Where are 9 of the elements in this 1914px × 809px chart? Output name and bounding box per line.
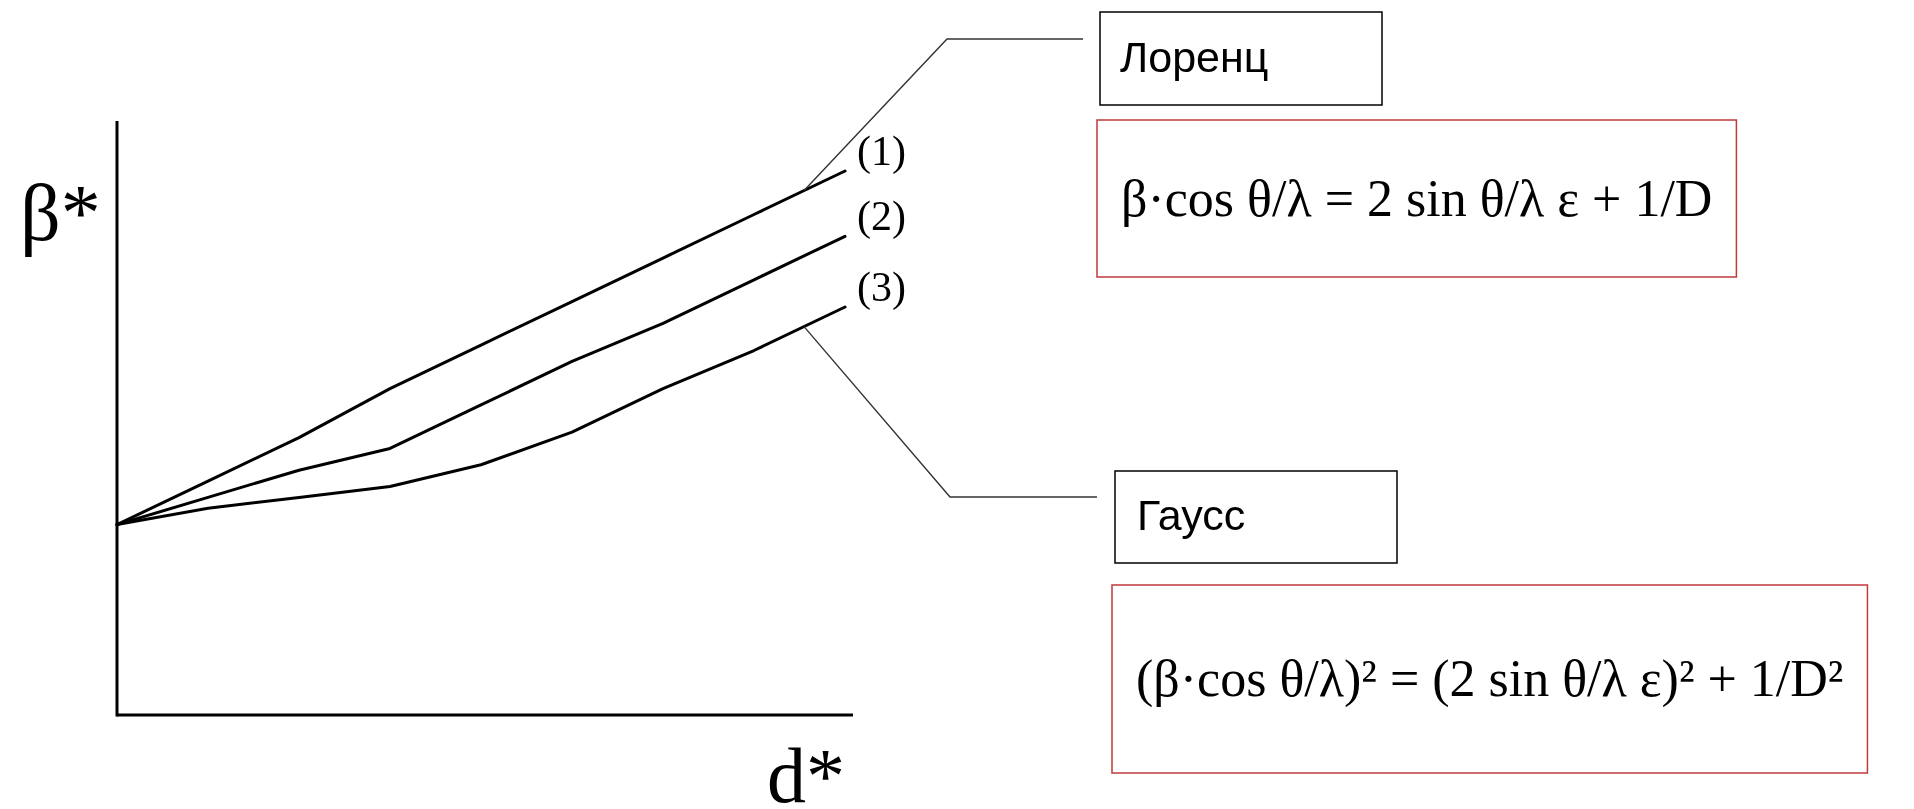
series-label: (3) — [857, 264, 906, 311]
series-label: (2) — [857, 193, 906, 241]
text: β·cos θ/λ = 2 sin θ/λ ε + 1/D — [1121, 169, 1713, 227]
text: (β·cos θ/λ)² = (2 sin θ/λ ε)² + 1/D² — [1136, 650, 1844, 709]
text: Лоренц — [1120, 33, 1269, 81]
x-axis-title: d* — [767, 732, 845, 809]
text: Гаусс — [1137, 491, 1246, 539]
y-axis-title: β* — [20, 169, 101, 257]
series-label: (1) — [857, 128, 906, 175]
